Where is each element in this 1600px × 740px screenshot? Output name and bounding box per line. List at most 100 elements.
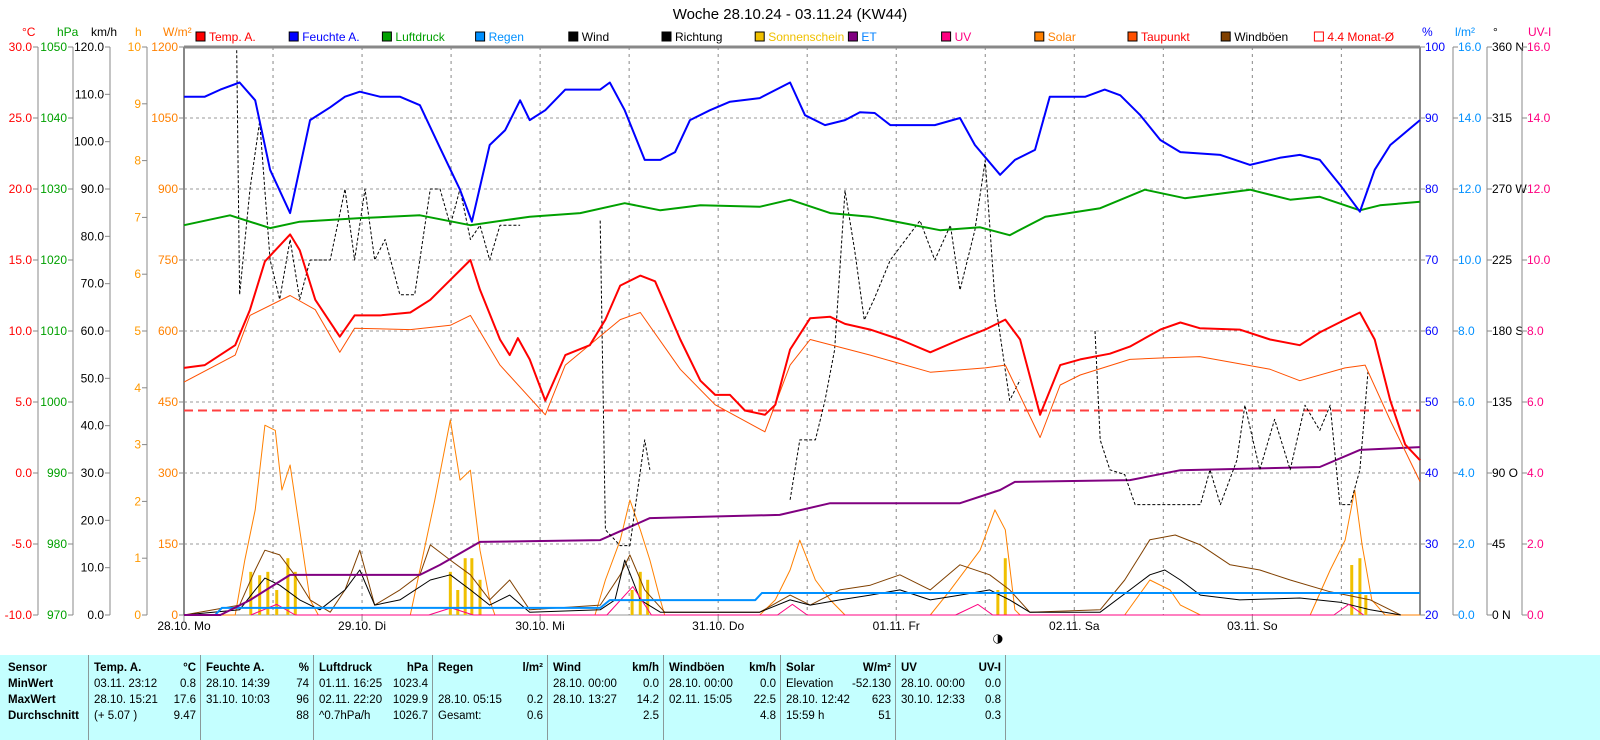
temp-tick-label: 0.0: [15, 466, 32, 480]
stat-timestamp: (+ 5.07 ): [94, 710, 138, 722]
stat-value: 4.8: [760, 710, 776, 722]
wind-tick-label: 50.0: [81, 371, 105, 385]
uv-series-line: [250, 586, 1364, 616]
wind-tick-label: 70.0: [81, 277, 105, 291]
sunshine-bar: [286, 558, 290, 615]
stats-column-temp-a-: Temp. A. °C 03.11. 23:12 0.8 28.10. 15:21 17.…: [88, 655, 201, 740]
wind-tick-label: 20.0: [81, 513, 105, 527]
hum-tick-label: 50: [1425, 395, 1439, 409]
row-label: MinWert: [8, 678, 54, 690]
legend-item: Windböen: [1220, 30, 1288, 44]
stat-value: 0.0: [643, 678, 659, 690]
column-divider: [1005, 655, 1006, 740]
temp-tick-label: 30.0: [9, 40, 33, 54]
sunshine-bar: [1350, 565, 1354, 615]
row-label: Durchschnitt: [8, 710, 79, 722]
sunshine-bar: [630, 590, 634, 615]
stat-timestamp: 28.10. 00:00: [901, 678, 965, 690]
legend-label: Taupunkt: [1141, 30, 1190, 44]
legend: Temp. A. Feuchte A. Luftdruck Regen Wind Rich…: [195, 30, 1394, 44]
stat-value: 0.0: [760, 678, 776, 690]
rain-tick-label: 0.0: [1458, 608, 1475, 622]
solar-axis-unit: W/m²: [163, 25, 192, 39]
wind-tick-label: 40.0: [81, 419, 105, 433]
column-header: Feuchte A.: [206, 662, 265, 674]
chart-title: Woche 28.10.24 - 03.11.24 (KW44): [673, 6, 908, 23]
stat-value: 96: [296, 694, 309, 706]
dir-tick-label: 315: [1492, 111, 1512, 125]
legend-swatch: [195, 31, 206, 42]
wind-tick-label: 120.0: [74, 40, 104, 54]
legend-swatch: [1313, 31, 1324, 42]
hum-series-line: [184, 81, 1421, 223]
x-tick-label: 29.10. Di: [338, 619, 386, 633]
legend-swatch: [941, 31, 952, 42]
stat-timestamp: ^0.7hPa/h: [319, 710, 371, 722]
x-tick-label: 02.11. Sa: [1049, 619, 1100, 633]
stat-value: -52.130: [851, 678, 891, 690]
legend-item: Luftdruck: [381, 30, 446, 44]
stats-column-regen: Regen l/m² 28.10. 05:15 0.2 Gesamt: 0.6: [432, 655, 548, 740]
uv-tick-label: 14.0: [1527, 111, 1551, 125]
press-axis-unit: hPa: [57, 25, 79, 39]
uv-tick-label: 12.0: [1527, 182, 1551, 196]
solar-tick-label: 900: [158, 182, 178, 196]
legend-item: ET: [847, 30, 877, 44]
legend-item: Regen: [475, 30, 524, 44]
hum-tick-label: 100: [1425, 40, 1445, 54]
column-header: Solar: [786, 662, 815, 674]
hum-tick-label: 20: [1425, 608, 1439, 622]
rain-tick-label: 14.0: [1458, 111, 1482, 125]
stat-value: 51: [878, 710, 891, 722]
stat-value: 0.3: [985, 710, 1001, 722]
sunshine-bar: [1358, 558, 1362, 615]
sunshine-bar: [638, 571, 642, 615]
rain-tick-label: 6.0: [1458, 395, 1475, 409]
hum-tick-label: 70: [1425, 253, 1439, 267]
press-tick-label: 1050: [40, 40, 67, 54]
sun-tick-label: 7: [134, 210, 141, 224]
legend-item: Feuchte A.: [288, 30, 360, 44]
rain-tick-label: 12.0: [1458, 182, 1482, 196]
press-tick-label: 1020: [40, 253, 67, 267]
wind-axis-unit: km/h: [91, 25, 117, 39]
hum-tick-label: 90: [1425, 111, 1439, 125]
dir-tick-label: 270 W: [1492, 182, 1527, 196]
stat-value: 74: [296, 678, 309, 690]
legend-swatch: [475, 31, 486, 42]
press-tick-label: 980: [47, 537, 67, 551]
legend-item: Temp. A.: [195, 30, 256, 44]
stat-value: 88: [296, 710, 309, 722]
sunshine-bar: [996, 590, 1000, 615]
sun-tick-label: 1: [134, 551, 141, 565]
legend-swatch: [754, 31, 765, 42]
sun-tick-label: 8: [134, 154, 141, 168]
stat-timestamp: 28.10. 12:42: [786, 694, 850, 706]
solar-tick-label: 300: [158, 466, 178, 480]
hum-tick-label: 80: [1425, 182, 1439, 196]
stat-timestamp: 28.10. 13:27: [553, 694, 617, 706]
rain-tick-label: 8.0: [1458, 324, 1475, 338]
sunshine-bar: [293, 571, 297, 615]
hum-tick-label: 60: [1425, 324, 1439, 338]
stat-value: 2.5: [643, 710, 659, 722]
stat-timestamp: 03.11. 23:12: [94, 678, 158, 690]
solar-tick-label: 1200: [151, 40, 178, 54]
stat-value: 1029.9: [392, 694, 428, 706]
weather-week-chart: Woche 28.10.24 - 03.11.24 (KW44) Temp. A…: [5, 6, 1552, 644]
stat-value: 14.2: [636, 694, 659, 706]
dew-series-line: [183, 295, 1421, 482]
stat-timestamp: 15:59 h: [786, 710, 825, 722]
axes: 28.10. Mo 29.10. Di 30.10. Mi 31.10. Do 01.1…: [5, 25, 1552, 633]
press-tick-label: 1030: [40, 182, 67, 196]
stat-timestamp: 30.10. 12:33: [901, 694, 965, 706]
stat-timestamp: 02.11. 15:05: [669, 694, 733, 706]
column-unit: W/m²: [862, 662, 891, 674]
chart-marks: [183, 50, 1421, 616]
sun-tick-label: 10: [128, 40, 142, 54]
temp-tick-label: 20.0: [9, 182, 33, 196]
solar-tick-label: 600: [158, 324, 178, 338]
temp-tick-label: 15.0: [9, 253, 33, 267]
statistics-table: Sensor MinWert MaxWert Durchschnitt Temp. A.…: [0, 655, 1600, 740]
sunshine-bar: [275, 590, 279, 615]
